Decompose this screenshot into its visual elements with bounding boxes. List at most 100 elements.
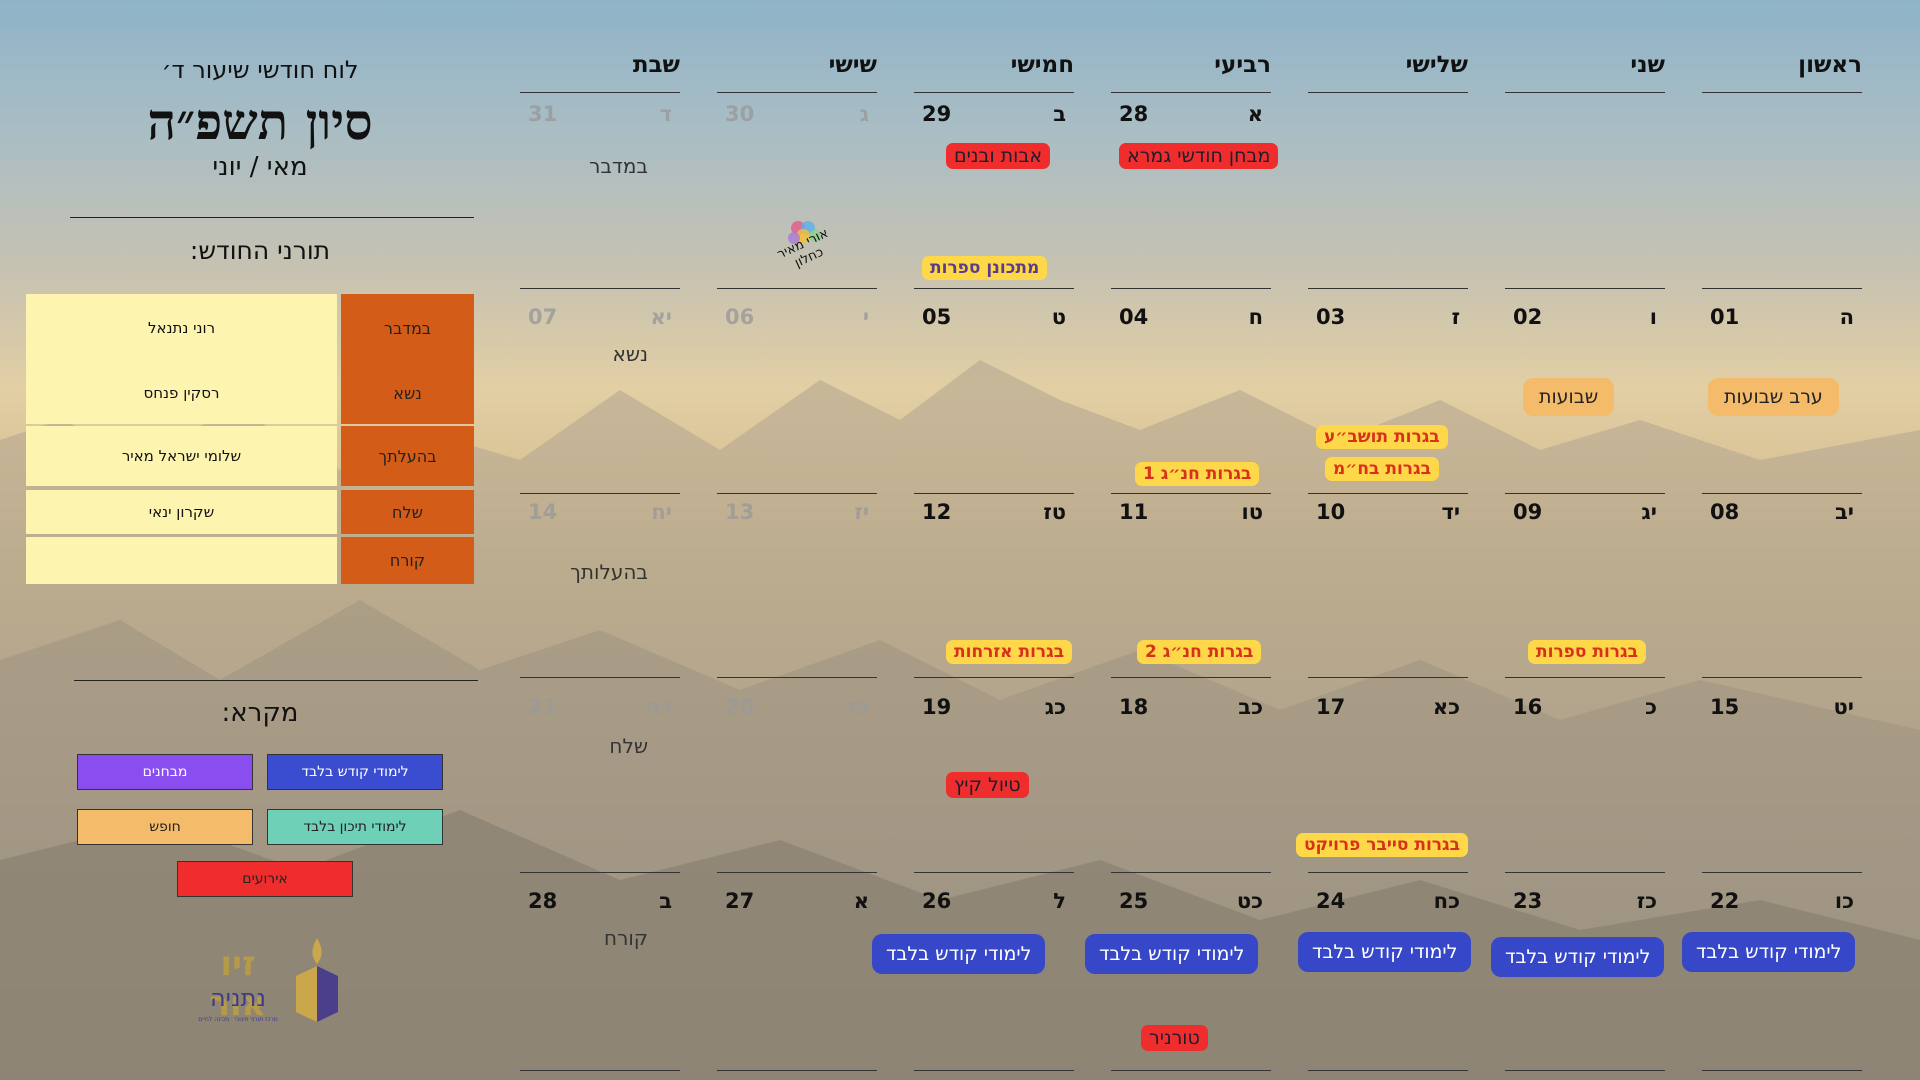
day-cell[interactable]: 28 ב — [520, 889, 680, 919]
weekday-header: שבת — [632, 52, 680, 78]
week-divider — [1111, 493, 1271, 494]
week-divider — [717, 1070, 877, 1071]
event-bagrut-toshba[interactable]: בגרות תושב״ע — [1316, 425, 1448, 449]
week-divider — [1702, 872, 1862, 873]
event-bagrut-sifrut[interactable]: בגרות ספרות — [1528, 640, 1646, 664]
day-cell[interactable]: 10 יד — [1308, 500, 1468, 530]
day-cell[interactable]: 05 ט — [914, 305, 1074, 335]
day-cell[interactable]: 03 ז — [1308, 305, 1468, 335]
event-shavuot[interactable]: שבועות — [1523, 378, 1615, 416]
gregorian-date: 29 — [922, 102, 952, 126]
hebrew-date: כז — [1636, 889, 1657, 913]
duty-row: בהעלתך שלומי ישראל מאיר — [26, 426, 474, 486]
duty-name: רוני נתנאל — [26, 294, 337, 362]
student-stamp: אורי מאיר כחלון — [770, 218, 840, 278]
weekday-header: חמישי — [1010, 52, 1074, 78]
week-divider — [520, 288, 680, 289]
day-cell[interactable]: 22 כו — [1702, 889, 1862, 919]
day-cell[interactable]: 15 יט — [1702, 695, 1862, 725]
hebrew-date: א — [853, 889, 869, 913]
week-divider — [914, 1070, 1074, 1071]
school-logo: זיו אור נתניה מרכז תורני חינוכי · מכינה … — [186, 936, 346, 1026]
event-tiyul-kayitz[interactable]: טיול קיץ — [946, 772, 1029, 798]
gregorian-date: 28 — [528, 889, 558, 913]
week-divider — [914, 288, 1074, 289]
week-divider — [1505, 1070, 1665, 1071]
hebrew-date: כה — [645, 695, 672, 719]
legend-mivchanim: מבחנים — [77, 754, 253, 790]
legend-kodesh: לימודי קודש בלבד — [267, 754, 443, 790]
week-divider — [1111, 872, 1271, 873]
event-avot-uvanim[interactable]: אבות ובנים — [946, 143, 1051, 169]
event-kodesh-only[interactable]: לימודי קודש בלבד — [1491, 937, 1665, 977]
hebrew-date: ג — [859, 102, 869, 126]
day-cell[interactable]: 31 ד — [520, 102, 680, 132]
day-cell[interactable]: 19 כג — [914, 695, 1074, 725]
day-cell[interactable]: 12 טז — [914, 500, 1074, 530]
hebrew-date: כג — [1044, 695, 1066, 719]
gregorian-date: 02 — [1513, 305, 1543, 329]
logo-line2: נתניה — [209, 984, 267, 1012]
gregorian-date: 18 — [1119, 695, 1149, 719]
hebrew-date: יא — [650, 305, 672, 329]
event-mivchan-gemara[interactable]: מבחן חודשי גמרא — [1119, 143, 1279, 169]
event-bagrut-cyber[interactable]: בגרות סייבר פרויקט — [1296, 833, 1468, 857]
event-bagrut-tanach-1[interactable]: בגרות חנ״ג 1 — [1135, 462, 1260, 486]
event-bagrut-ezrachut[interactable]: בגרות אזרחות — [946, 640, 1073, 664]
gregorian-date: 15 — [1710, 695, 1740, 719]
day-cell[interactable]: 09 יג — [1505, 500, 1665, 530]
day-cell[interactable]: 08 יב — [1702, 500, 1862, 530]
month-title: סיון תשפ״ה — [147, 92, 373, 151]
event-bagrut-bachm[interactable]: בגרות בח״מ — [1325, 457, 1439, 481]
event-kodesh-only[interactable]: לימודי קודש בלבד — [1298, 932, 1472, 972]
week-divider — [1308, 288, 1468, 289]
day-cell[interactable]: 02 ו — [1505, 305, 1665, 335]
day-cell[interactable]: 04 ח — [1111, 305, 1271, 335]
duty-name: שלומי ישראל מאיר — [26, 426, 337, 486]
event-bagrut-tanach-2[interactable]: בגרות חנ״ג 2 — [1137, 640, 1262, 664]
parsha-label: קורח — [604, 926, 648, 950]
day-cell[interactable]: 28 א — [1111, 102, 1271, 132]
event-kodesh-only[interactable]: לימודי קודש בלבד — [872, 934, 1046, 974]
duty-name: שקרון ינאי — [26, 490, 337, 534]
day-cell[interactable]: 14 יח — [520, 500, 680, 530]
week-divider — [520, 872, 680, 873]
weekday-header: רביעי — [1214, 52, 1271, 78]
day-cell[interactable]: 16 כ — [1505, 695, 1665, 725]
day-cell[interactable]: 17 כא — [1308, 695, 1468, 725]
day-cell[interactable]: 27 א — [717, 889, 877, 919]
week-divider — [1702, 493, 1862, 494]
book-flame-icon — [296, 938, 338, 1022]
day-cell[interactable]: 20 כד — [717, 695, 877, 725]
duty-row: שלח שקרון ינאי — [26, 490, 474, 534]
day-cell[interactable]: 06 י — [717, 305, 877, 335]
event-tournament[interactable]: טורניר — [1141, 1025, 1208, 1051]
hebrew-date: טו — [1241, 500, 1263, 524]
day-cell[interactable]: 23 כז — [1505, 889, 1665, 919]
gregorian-date: 31 — [528, 102, 558, 126]
event-kodesh-only[interactable]: לימודי קודש בלבד — [1085, 934, 1259, 974]
event-erev-shavuot[interactable]: ערב שבועות — [1708, 378, 1839, 416]
day-cell[interactable]: 07 יא — [520, 305, 680, 335]
gregorian-date: 12 — [922, 500, 952, 524]
day-cell[interactable]: 01 ה — [1702, 305, 1862, 335]
day-cell[interactable]: 26 ל — [914, 889, 1074, 919]
day-cell[interactable]: 13 יז — [717, 500, 877, 530]
day-cell[interactable]: 29 ב — [914, 102, 1074, 132]
event-mitkonen-sifrut[interactable]: מתכונן ספרות — [922, 256, 1048, 280]
duty-row: נשא רסקין פנחס — [26, 362, 474, 424]
weekday-header: שני — [1630, 52, 1665, 78]
gregorian-date: 26 — [922, 889, 952, 913]
hebrew-date: ד — [659, 102, 672, 126]
day-cell[interactable]: 24 כח — [1308, 889, 1468, 919]
gregorian-date: 11 — [1119, 500, 1149, 524]
week-divider — [717, 92, 877, 93]
day-cell[interactable]: 30 ג — [717, 102, 877, 132]
day-cell[interactable]: 25 כט — [1111, 889, 1271, 919]
day-cell[interactable]: 21 כה — [520, 695, 680, 725]
day-cell[interactable]: 18 כב — [1111, 695, 1271, 725]
gregorian-date: 10 — [1316, 500, 1346, 524]
day-cell[interactable]: 11 טו — [1111, 500, 1271, 530]
event-kodesh-only[interactable]: לימודי קודש בלבד — [1682, 932, 1856, 972]
gregorian-date: 01 — [1710, 305, 1740, 329]
